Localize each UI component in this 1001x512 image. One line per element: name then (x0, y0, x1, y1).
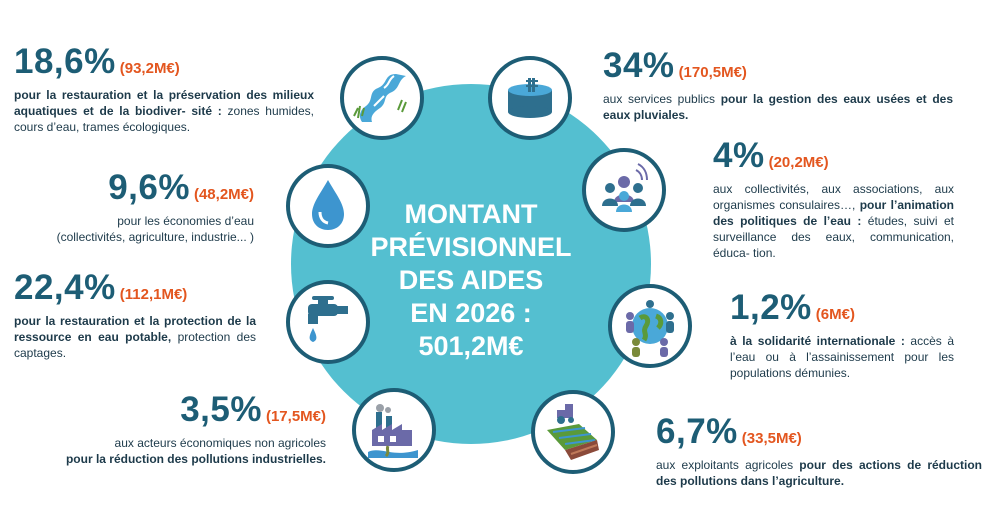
description-text: aux exploitants agricoles (656, 458, 800, 472)
description-bold: pour la restauration et la préservation … (14, 88, 314, 118)
percentage: 9,6% (108, 168, 190, 207)
faucet-icon (286, 280, 370, 364)
central-title-line: DES AIDES (398, 265, 544, 295)
central-title: MONTANT PRÉVISIONNEL DES AIDES EN 2026 :… (291, 198, 651, 363)
description-text: accès à l’eau ou à l’assainissement pour… (730, 334, 954, 380)
amount: (48,2M€) (193, 186, 254, 203)
percentage: 4% (713, 136, 765, 175)
tractor-field-icon (531, 390, 615, 474)
item-animation-politiques: 4% (20,2M€) aux collectivités, aux associ… (713, 138, 954, 261)
river-icon (340, 56, 424, 140)
item-economies-eau: 9,6% (48,2M€) pour les économies d’eau (c… (14, 170, 254, 245)
description-text: (collectivités, agriculture, industrie..… (56, 230, 254, 244)
description-bold: à la solidarité internationale : (730, 334, 905, 348)
description-bold: pour des actions de réduction des pollut… (656, 458, 983, 488)
description-bold: pour la réduction des pollutions industr… (65, 452, 326, 466)
item-ressource-eau-potable: 22,4% (112,1M€) pour la restauration et l… (14, 270, 256, 361)
percentage: 34% (603, 46, 675, 85)
item-restauration-milieux: 18,6% (93,2M€) pour la restauration et la… (14, 44, 314, 135)
description: pour les économies d’eau (collectivités,… (14, 213, 254, 245)
central-title-line: MONTANT (404, 199, 538, 229)
central-title-line: PRÉVISIONNEL (370, 232, 572, 262)
item-solidarite-internationale: 1,2% (6M€) à la solidarité internationale… (730, 290, 954, 381)
percentage: 18,6% (14, 42, 116, 81)
globe-people-icon (608, 284, 692, 368)
amount: (170,5M€) (678, 64, 747, 81)
description-text: études, suivi et surveillance des eaux, … (713, 214, 954, 260)
central-title-line: EN 2026 : (410, 298, 532, 328)
description-bold: pour la gestion des eaux usées et des ea… (603, 92, 954, 122)
description-text: pour les économies d’eau (117, 214, 254, 228)
description: pour la restauration et la préservation … (14, 87, 314, 135)
description-text: aux services publics (603, 92, 721, 106)
description-bold: pour l’animation des politiques de l’eau… (713, 198, 954, 228)
percentage: 3,5% (180, 390, 262, 429)
description: à la solidarité internationale : accès à… (730, 333, 954, 381)
water-drop-icon (286, 164, 370, 248)
description: aux collectivités, aux associations, aux… (713, 181, 954, 261)
description-text: aux acteurs économiques non agricoles (114, 436, 326, 450)
description-bold: pour la restauration et la protection de… (14, 314, 256, 344)
water-tank-icon (488, 56, 572, 140)
central-circle (291, 84, 651, 444)
description: aux exploitants agricoles pour des actio… (656, 457, 982, 489)
percentage: 22,4% (14, 268, 116, 307)
description-text: zones humides, cours d’eau, trames écolo… (14, 104, 314, 134)
description: pour la restauration et la protection de… (14, 313, 256, 361)
people-broadcast-icon (582, 148, 666, 232)
percentage: 6,7% (656, 412, 738, 451)
amount: (17,5M€) (265, 408, 326, 425)
item-eaux-usees: 34% (170,5M€) aux services publics pour l… (603, 48, 953, 123)
central-total-amount: 501,2M€ (418, 331, 524, 361)
description: aux services publics pour la gestion des… (603, 91, 953, 123)
description: aux acteurs économiques non agricoles po… (60, 435, 326, 467)
amount: (93,2M€) (119, 60, 180, 77)
item-pollutions-agriculture: 6,7% (33,5M€) aux exploitants agricoles p… (656, 414, 982, 489)
amount: (20,2M€) (768, 154, 829, 171)
amount: (6M€) (815, 306, 855, 323)
item-pollutions-industrielles: 3,5% (17,5M€) aux acteurs économiques non… (60, 392, 326, 467)
amount: (33,5M€) (741, 430, 802, 447)
description-text: aux collectivités, aux associations, aux… (713, 182, 954, 212)
amount: (112,1M€) (119, 286, 188, 303)
factory-icon (352, 388, 436, 472)
percentage: 1,2% (730, 288, 812, 327)
description-text: protection des captages. (14, 330, 256, 360)
